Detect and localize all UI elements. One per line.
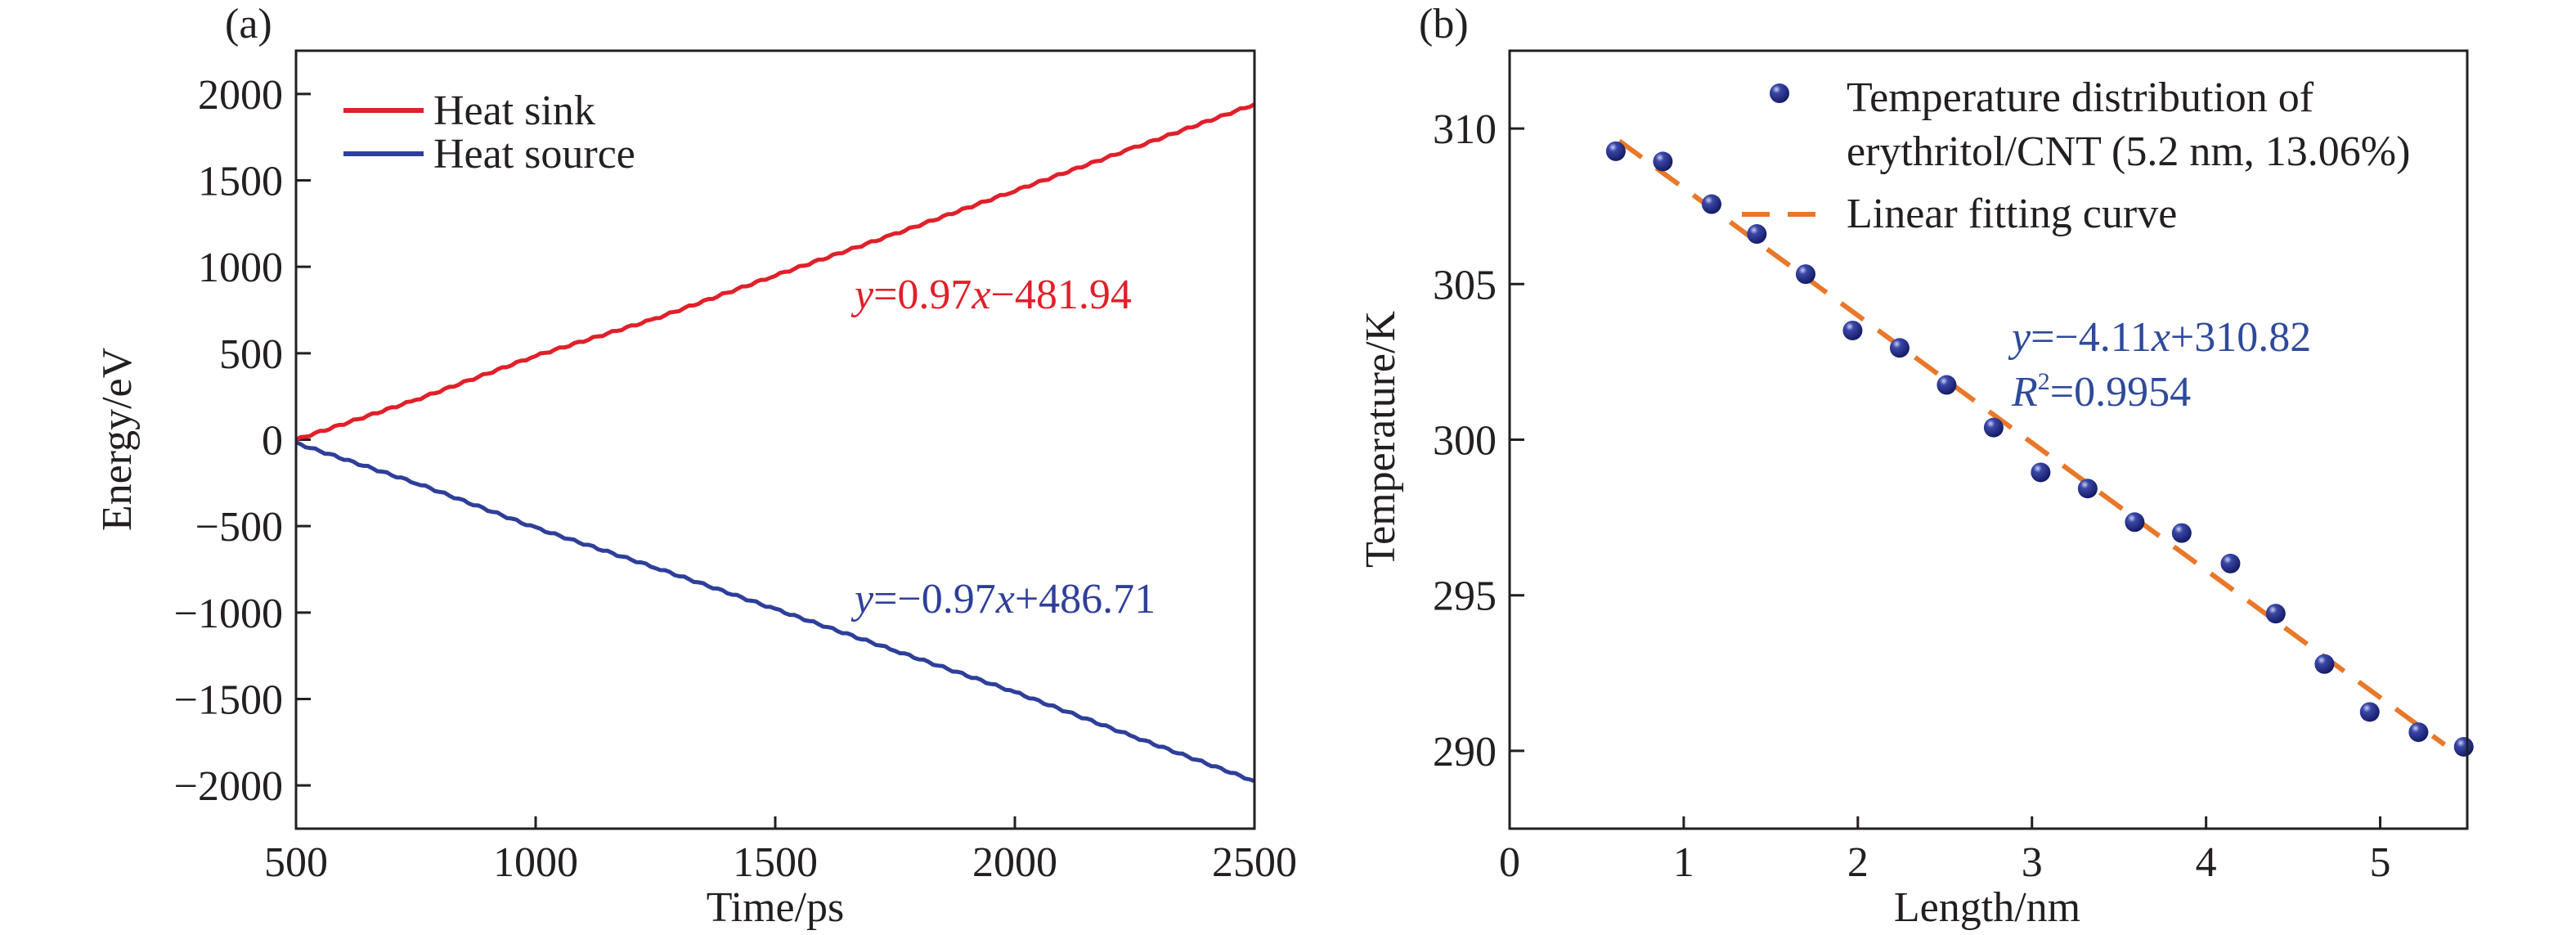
y-tick-label: −1000	[174, 591, 283, 637]
eq-r: R	[2011, 369, 2038, 416]
panel-a: (a) 500 1000 1500 2000 2500 2000 1500 1000 500 0 −…	[94, 1, 1297, 931]
x-tick-label: 2	[1847, 839, 1869, 886]
eq-x: x	[971, 272, 990, 318]
fit-equation-heat-source: y=−0.97x+486.71	[850, 576, 1156, 623]
eq-y: y	[850, 272, 874, 318]
y-tick-label: 0	[262, 418, 283, 465]
eq-coef: =0.97	[873, 272, 972, 318]
x-tick-label: 3	[2022, 839, 2043, 886]
panel-b-xlabel: Length/nm	[1894, 884, 2080, 931]
y-tick-label: 1000	[198, 245, 283, 291]
fit-equation-heat-sink: y=0.97x−481.94	[850, 272, 1132, 318]
panel-b-label: (b)	[1419, 1, 1469, 47]
data-point	[2125, 512, 2145, 533]
legend-label-linear-fit: Linear fitting curve	[1847, 191, 2177, 237]
data-point	[1842, 320, 1863, 340]
y-tick-label: −2000	[174, 763, 283, 810]
panel-a-xlabel: Time/ps	[707, 884, 845, 931]
panel-a-ticks: 500 1000 1500 2000 2500 2000 1500 1000 500 0 −500 −…	[174, 72, 1297, 886]
data-point	[1889, 338, 1910, 358]
y-tick-label: 2000	[198, 72, 283, 119]
eq-coef: =−4.11	[2031, 314, 2152, 361]
x-tick-label: 2500	[1212, 839, 1297, 886]
panel-b: (b) 0 1 2 3 4 5 310 305 300 295 290 Length/nm Temp…	[1358, 1, 2474, 931]
data-point	[2031, 462, 2051, 483]
eq-intercept: −481.94	[991, 272, 1132, 318]
eq-r-value: =0.9954	[2050, 369, 2191, 416]
x-tick-label: 1000	[493, 839, 578, 886]
panel-a-frame	[294, 49, 1256, 830]
legend-label-heat-sink: Heat sink	[433, 88, 595, 134]
x-tick-label: 5	[2370, 839, 2391, 886]
eq-coef: =−0.97	[873, 576, 996, 623]
panel-b-legend: Temperature distribution of erythritol/C…	[1742, 74, 2410, 237]
x-tick-label: 2000	[972, 839, 1057, 886]
data-point	[2408, 722, 2429, 743]
eq-y: y	[850, 576, 874, 623]
r-squared: R2=0.9954	[2011, 368, 2191, 416]
legend-marker-temperature	[1770, 83, 1789, 103]
y-tick-label: 310	[1433, 106, 1497, 153]
panel-a-series	[294, 102, 1256, 784]
data-point	[2265, 604, 2286, 624]
linear-fit-line	[1618, 138, 2447, 747]
x-tick-label: 0	[1499, 839, 1520, 886]
legend-label-temperature-line2: erythritol/CNT (5.2 nm, 13.06%)	[1847, 128, 2410, 175]
data-point	[2359, 702, 2380, 722]
y-tick-label: −500	[195, 504, 283, 551]
eq-intercept: +310.82	[2170, 314, 2311, 361]
data-point	[1605, 141, 1626, 161]
legend-label-heat-source: Heat source	[433, 131, 635, 178]
eq-intercept: +486.71	[1015, 576, 1156, 623]
panel-b-ylabel: Temperature/K	[1358, 311, 1404, 568]
data-point	[1983, 417, 2004, 438]
data-point	[2453, 736, 2474, 757]
data-point	[2171, 523, 2192, 543]
y-tick-label: 305	[1433, 262, 1497, 308]
data-point	[1795, 264, 1815, 285]
x-tick-label: 500	[264, 839, 328, 886]
panel-a-legend: Heat sink Heat source	[343, 88, 635, 178]
data-point	[1653, 151, 1673, 172]
y-tick-label: 295	[1433, 573, 1497, 620]
eq-x: x	[2151, 314, 2170, 361]
x-tick-label: 4	[2196, 839, 2217, 886]
x-tick-label: 1	[1673, 839, 1694, 886]
y-tick-label: 1500	[198, 159, 283, 205]
eq-sup: 2	[2038, 368, 2050, 395]
fit-equation: y=−4.11x+310.82	[2008, 314, 2311, 361]
eq-x: x	[995, 576, 1015, 623]
panel-b-frame	[1508, 49, 2469, 830]
y-tick-label: 300	[1433, 418, 1497, 465]
eq-y: y	[2008, 314, 2031, 361]
data-point	[1747, 224, 1767, 245]
panel-a-ylabel: Energy/eV	[94, 348, 141, 531]
heat-source-line	[295, 440, 1255, 784]
panel-b-ticks: 0 1 2 3 4 5 310 305 300 295 290	[1433, 106, 2391, 886]
heat-sink-line	[294, 102, 1256, 442]
y-tick-label: 500	[219, 331, 283, 378]
data-point	[2314, 654, 2335, 674]
data-point	[2220, 553, 2241, 573]
y-tick-label: 290	[1433, 729, 1497, 775]
data-point	[1936, 375, 1957, 395]
x-tick-label: 1500	[733, 839, 818, 886]
data-point	[1701, 194, 1721, 214]
data-point	[2077, 479, 2098, 499]
legend-label-temperature-line1: Temperature distribution of	[1847, 74, 2314, 121]
y-tick-label: −1500	[174, 677, 283, 724]
panel-b-series	[1605, 138, 2474, 757]
panel-a-label: (a)	[225, 1, 272, 47]
